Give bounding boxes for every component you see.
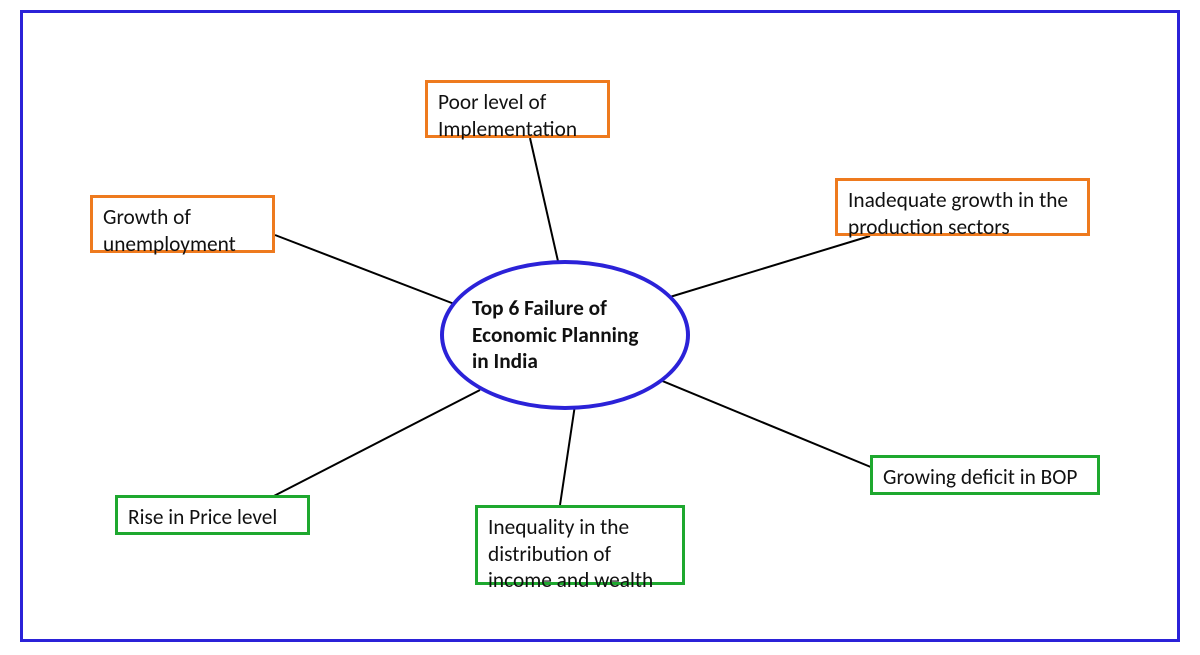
center-label: Top 6 Failure of Economic Planning in In… <box>472 295 658 375</box>
node-unemployment: Growth of unemployment <box>90 195 275 253</box>
node-label: Growth of unemployment <box>103 204 236 257</box>
center-node: Top 6 Failure of Economic Planning in In… <box>440 260 690 410</box>
node-label: Inequality in the distribution of income… <box>488 514 653 593</box>
node-price: Rise in Price level <box>115 495 310 535</box>
node-label: Rise in Price level <box>128 504 277 530</box>
node-implementation: Poor level of Implementation <box>425 80 610 138</box>
node-label: Poor level of Implementation <box>438 89 577 142</box>
node-label: Inadequate growth in the production sect… <box>848 187 1068 240</box>
node-label: Growing deficit in BOP <box>883 464 1077 490</box>
node-inequality: Inequality in the distribution of income… <box>475 505 685 585</box>
node-production: Inadequate growth in the production sect… <box>835 178 1090 236</box>
node-bop: Growing deficit in BOP <box>870 455 1100 495</box>
